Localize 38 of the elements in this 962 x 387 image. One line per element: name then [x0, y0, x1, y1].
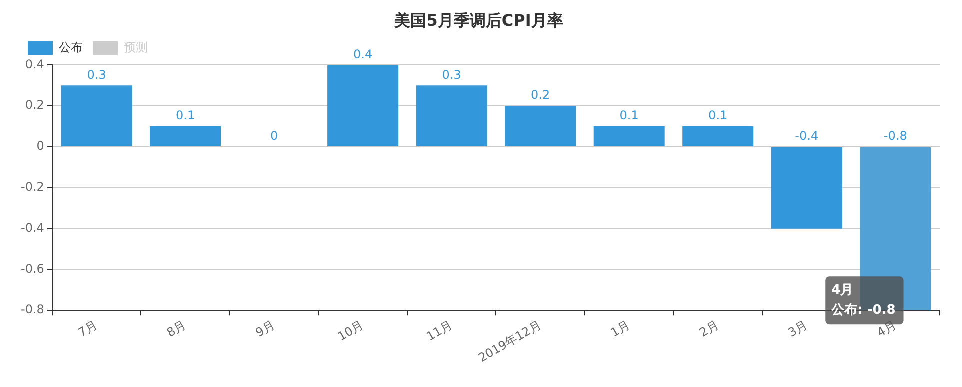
legend-label: 公布	[59, 40, 83, 54]
y-tick-label: 0.4	[25, 57, 44, 72]
data-label: 0.1	[176, 108, 196, 123]
data-label: 0.2	[531, 88, 550, 102]
y-tick-label: -0.4	[20, 220, 44, 235]
chart-title: 美国5月季调后CPI月率	[394, 10, 564, 30]
y-tick-label: 0.2	[25, 98, 44, 112]
x-tick-label: 2月	[697, 318, 722, 340]
y-tick-label: -0.2	[20, 180, 44, 194]
x-tick-label: 1月	[608, 318, 632, 340]
bar	[328, 65, 399, 147]
data-label: 0.4	[354, 47, 373, 62]
annotation: 4月	[832, 283, 854, 298]
x-tick-label: 9月	[253, 318, 278, 340]
x-tick-label: 11月	[424, 318, 455, 344]
y-tick-label: 0	[36, 139, 44, 154]
x-tick-label: 4月	[874, 318, 899, 340]
x-tick-label: 7月	[76, 318, 100, 340]
bar	[150, 126, 222, 147]
bar	[505, 106, 576, 147]
data-label: 0.3	[87, 68, 106, 82]
annotation: 公布: -0.8	[830, 303, 896, 318]
bar	[594, 126, 665, 147]
data-label: 0	[270, 129, 278, 144]
bar	[61, 86, 132, 147]
x-tick-label: 10月	[336, 318, 366, 344]
bar	[416, 86, 488, 147]
x-tick-label: 8月	[164, 318, 189, 340]
data-label: 0.1	[708, 108, 728, 123]
data-label: -0.4	[795, 129, 819, 144]
data-label: -0.8	[884, 129, 908, 144]
y-tick-label: -0.6	[20, 262, 44, 276]
y-tick-label: -0.8	[20, 302, 44, 317]
data-label: 0.3	[442, 68, 462, 82]
x-tick-label: 3月	[786, 318, 810, 340]
bar	[682, 126, 754, 147]
bar	[771, 148, 842, 229]
data-label: 0.1	[620, 108, 639, 123]
